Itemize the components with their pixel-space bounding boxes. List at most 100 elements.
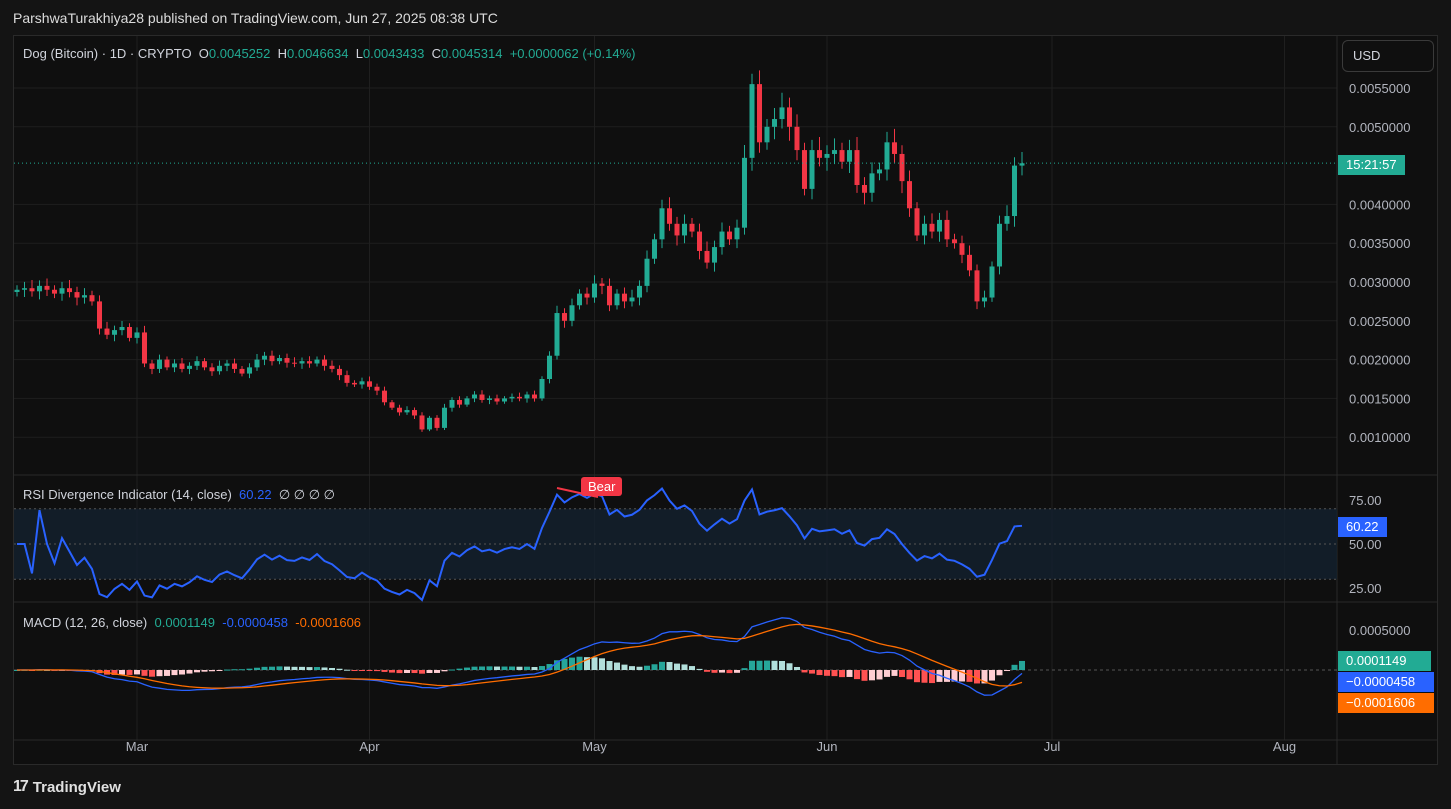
candle-body (292, 362, 297, 364)
high-label: H (277, 46, 287, 61)
macd-histogram-bar (794, 666, 800, 670)
candle-body (74, 292, 80, 298)
macd-histogram-bar (876, 670, 883, 680)
macd-histogram-bar (951, 670, 958, 682)
macd-histogram-bar (516, 666, 523, 670)
macd-histogram-bar (314, 667, 320, 670)
candle-body (277, 358, 282, 362)
macd-histogram-bar (231, 669, 238, 671)
candle-body (52, 289, 57, 294)
candle-body (1019, 163, 1025, 166)
candle-body (667, 208, 672, 224)
macd-histogram-bar (374, 670, 380, 672)
macd-histogram-bar (366, 670, 373, 671)
macd-histogram-bar (336, 668, 343, 670)
macd-histogram-bar (884, 670, 890, 677)
candle-body (929, 223, 935, 232)
candle-body (914, 208, 920, 236)
candle-body (659, 208, 665, 240)
candle-body (494, 398, 500, 402)
candle-body (502, 398, 507, 402)
time-tick-label: May (582, 739, 607, 754)
macd-histogram-bar (584, 657, 590, 670)
candle-body (434, 417, 440, 428)
macd-histogram-bar (209, 670, 215, 672)
bear-divergence-label: Bear (581, 477, 623, 496)
candle-body (239, 368, 245, 374)
macd-histogram-bar (141, 670, 148, 676)
candle-body (614, 293, 620, 306)
candle-body (592, 283, 597, 298)
macd-histogram-bar (329, 667, 335, 670)
macd-histogram-bar (276, 666, 283, 670)
candle-body (254, 359, 260, 368)
candle-body (187, 365, 192, 369)
candle-body (464, 398, 470, 405)
candle-body (29, 288, 35, 292)
candle-body (697, 231, 702, 251)
candle-body (637, 285, 642, 298)
currency-button[interactable]: USD (1342, 40, 1434, 72)
macd-histogram-bar (674, 663, 680, 670)
price-tick-label: 0.0010000 (1349, 430, 1410, 445)
price-legend: Dog (Bitcoin) · 1D · CRYPTO O0.0045252 H… (23, 46, 635, 61)
macd-histogram-bar (546, 664, 553, 670)
candle-body (382, 390, 387, 403)
candle-body (974, 270, 980, 302)
change-value: +0.0000062 (+0.14%) (509, 46, 636, 61)
candle-body (937, 219, 942, 232)
macd-histogram-bar (681, 664, 688, 670)
candle-body (749, 84, 755, 158)
price-tick-label: 0.0055000 (1349, 81, 1410, 96)
macd-legend: MACD (12, 26, close) 0.0001149 -0.000045… (23, 615, 361, 630)
candle-body (779, 107, 785, 120)
macd-histogram-bar (944, 670, 950, 682)
candle-body (907, 181, 912, 209)
candle-body (22, 288, 27, 290)
candle-body (14, 289, 20, 293)
macd-histogram-bar (464, 667, 470, 670)
macd-histogram-bar (614, 662, 620, 670)
candle-body (607, 285, 612, 306)
chart-frame[interactable] (13, 35, 1438, 765)
candle-body (179, 363, 185, 369)
macd-histogram-bar (659, 661, 665, 670)
rsi-legend: RSI Divergence Indicator (14, close) 60.… (23, 487, 335, 503)
candle-body (997, 223, 1002, 267)
macd-histogram-bar (119, 670, 125, 675)
candle-body (742, 157, 747, 228)
close-label: C (431, 46, 441, 61)
macd-histogram-bar (756, 660, 763, 670)
macd-histogram-bar (891, 670, 898, 676)
rsi-tag: 60.22 (1338, 517, 1387, 537)
candle-body (794, 126, 800, 151)
candle-body (299, 361, 305, 364)
macd-histogram-bar (801, 670, 808, 673)
rsi-tick-label: 50.00 (1349, 537, 1382, 552)
rsi-extras: ∅ ∅ ∅ ∅ (278, 487, 335, 502)
macd-histogram-bar (704, 670, 710, 672)
candle-body (442, 407, 447, 428)
macd-histogram-bar (254, 667, 260, 670)
macd-histogram-bar (456, 668, 463, 670)
candle-body (97, 301, 102, 329)
rsi-value: 60.22 (239, 487, 272, 502)
price-tick-label: 0.0020000 (1349, 353, 1410, 368)
low-value: 0.0043433 (362, 46, 425, 61)
macd-histogram-bar (861, 670, 868, 681)
candle-body (839, 150, 845, 162)
macd-histogram-bar (636, 666, 643, 670)
candle-body (172, 363, 177, 368)
candle-body (284, 358, 290, 363)
time-tick-label: Aug (1273, 739, 1296, 754)
time-tick-label: Mar (126, 739, 149, 754)
macd-histogram-bar (524, 666, 530, 670)
macd-histogram-bar (689, 666, 695, 670)
tradingview-logo[interactable]: 17 TradingView (13, 778, 121, 796)
candle-body (457, 399, 462, 405)
macd-histogram-bar (321, 667, 328, 670)
candle-body (487, 398, 492, 400)
macd-tick-label: 0.0005000 (1349, 623, 1410, 638)
macd-histogram-bar (171, 670, 178, 676)
